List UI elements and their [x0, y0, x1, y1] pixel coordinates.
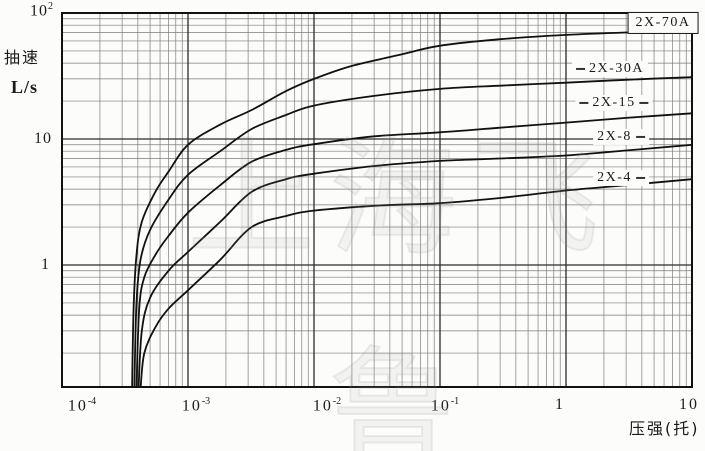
curve-label-2x-15: 2X-15	[575, 94, 653, 112]
y-axis-title-line2: L/s	[11, 77, 39, 97]
curve-2x-4	[139, 178, 692, 387]
curve-2x-70a	[131, 30, 692, 387]
y-tick-100: 102	[30, 1, 53, 20]
y-tick-10: 10	[34, 130, 52, 147]
y-axis-title-line1: 抽速	[4, 48, 41, 67]
x-tick-10: 10	[679, 396, 699, 413]
label-leader-dash	[635, 177, 645, 179]
curve-label-2x-8: 2X-8	[593, 128, 649, 146]
x-tick-1e-3: 10-3	[181, 396, 211, 415]
curve-label-2x-30a: 2X-30A	[572, 60, 648, 78]
label-leader-dash	[639, 102, 649, 104]
x-tick-1: 1	[555, 396, 565, 413]
y-tick-1: 1	[41, 256, 50, 273]
curve-label-2x-70a: 2X-70A	[627, 11, 699, 35]
curve-2x-15	[135, 112, 692, 387]
x-tick-1e-4: 10-4	[67, 396, 97, 415]
curve-2x-8	[137, 143, 692, 387]
curve-2x-30a	[133, 76, 692, 387]
curve-label-2x-4: 2X-4	[593, 169, 649, 187]
label-leader-dash	[579, 102, 589, 104]
x-tick-1e-1: 10-1	[430, 396, 460, 415]
label-leader-dash	[635, 136, 645, 138]
x-tick-1e-2: 10-2	[312, 396, 342, 415]
x-axis-title: 压强(托)	[629, 419, 700, 438]
label-leader-dash	[576, 68, 586, 70]
